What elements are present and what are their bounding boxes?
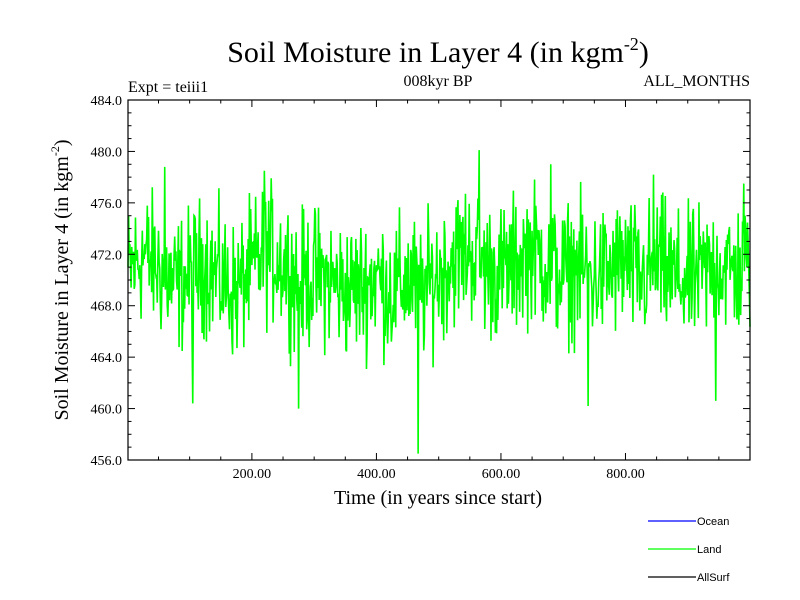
- y-tick-label: 480.0: [91, 145, 123, 160]
- subtitle-left: Expt = teiii1: [128, 79, 208, 96]
- y-tick-label: 484.0: [91, 94, 123, 109]
- series-layer: [127, 150, 751, 454]
- y-tick-label: 456.0: [91, 454, 123, 469]
- series-line-land: [127, 150, 751, 454]
- x-axis-title: Time (in years since start): [334, 487, 542, 509]
- x-axis: 200.00 400.00 600.00 800.00: [158, 100, 720, 482]
- y-tick-label: 472.0: [91, 248, 123, 263]
- legend: Ocean Land AllSurf: [648, 516, 730, 584]
- y-tick-label: 468.0: [91, 300, 123, 315]
- y-tick-label: 460.0: [91, 403, 123, 418]
- x-tick-label: 800.00: [606, 467, 645, 482]
- y-axis-title: Soil Moisture in Layer 4 (in kgm-2): [48, 139, 73, 420]
- legend-label-allsurf: AllSurf: [697, 572, 730, 584]
- x-tick-label: 400.00: [357, 467, 396, 482]
- subtitle-right: ALL_MONTHS: [643, 73, 750, 90]
- subtitle-center: 008kyr BP: [404, 73, 473, 90]
- y-tick-label: 476.0: [91, 197, 123, 212]
- y-axis: 456.0 460.0 464.0 468.0 472.0 476.0 480.0 484.0: [91, 94, 750, 469]
- x-tick-label: 200.00: [233, 467, 272, 482]
- y-tick-label: 464.0: [91, 351, 123, 366]
- legend-label-land: Land: [697, 544, 721, 556]
- x-tick-label: 600.00: [482, 467, 521, 482]
- legend-label-ocean: Ocean: [697, 516, 729, 528]
- chart-title: Soil Moisture in Layer 4 (in kgm-2): [227, 34, 649, 69]
